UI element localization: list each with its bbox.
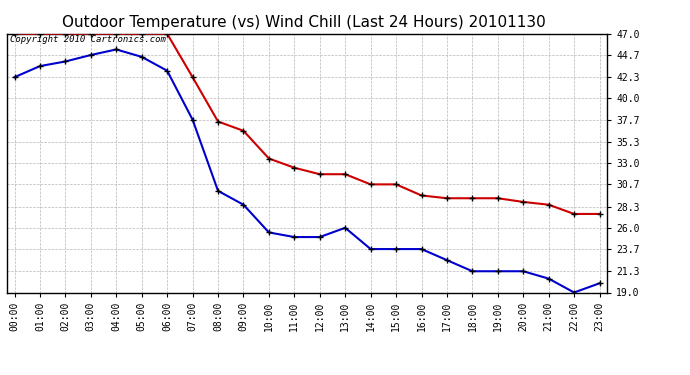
Text: Copyright 2010 Cartronics.com: Copyright 2010 Cartronics.com (10, 35, 166, 44)
Text: Outdoor Temperature (vs) Wind Chill (Last 24 Hours) 20101130: Outdoor Temperature (vs) Wind Chill (Las… (61, 15, 546, 30)
